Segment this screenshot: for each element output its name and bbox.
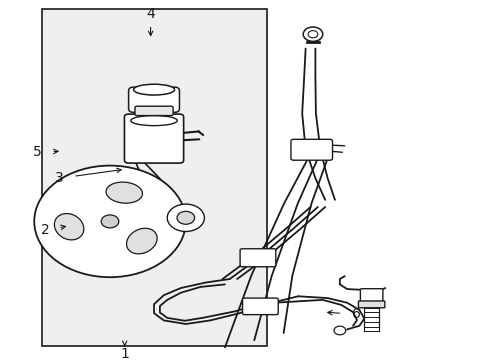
FancyBboxPatch shape [124,114,183,163]
FancyBboxPatch shape [135,106,173,116]
Text: 2: 2 [41,224,49,237]
FancyBboxPatch shape [242,298,278,315]
Circle shape [34,166,185,277]
Circle shape [167,204,204,231]
Circle shape [307,31,317,38]
Text: 3: 3 [55,171,64,185]
Ellipse shape [131,116,177,126]
Text: 6: 6 [351,307,360,321]
FancyBboxPatch shape [240,249,275,267]
Ellipse shape [106,182,142,203]
Ellipse shape [54,213,83,240]
Text: 1: 1 [120,347,129,360]
Bar [41,9,266,346]
Circle shape [333,326,345,335]
FancyBboxPatch shape [360,289,382,303]
Ellipse shape [133,84,174,95]
Circle shape [303,27,322,41]
FancyBboxPatch shape [358,301,384,308]
Ellipse shape [126,228,157,254]
FancyBboxPatch shape [128,87,179,112]
Text: 5: 5 [33,145,42,159]
Circle shape [177,211,194,224]
Circle shape [101,215,119,228]
FancyBboxPatch shape [290,139,332,160]
Text: 4: 4 [146,8,155,21]
